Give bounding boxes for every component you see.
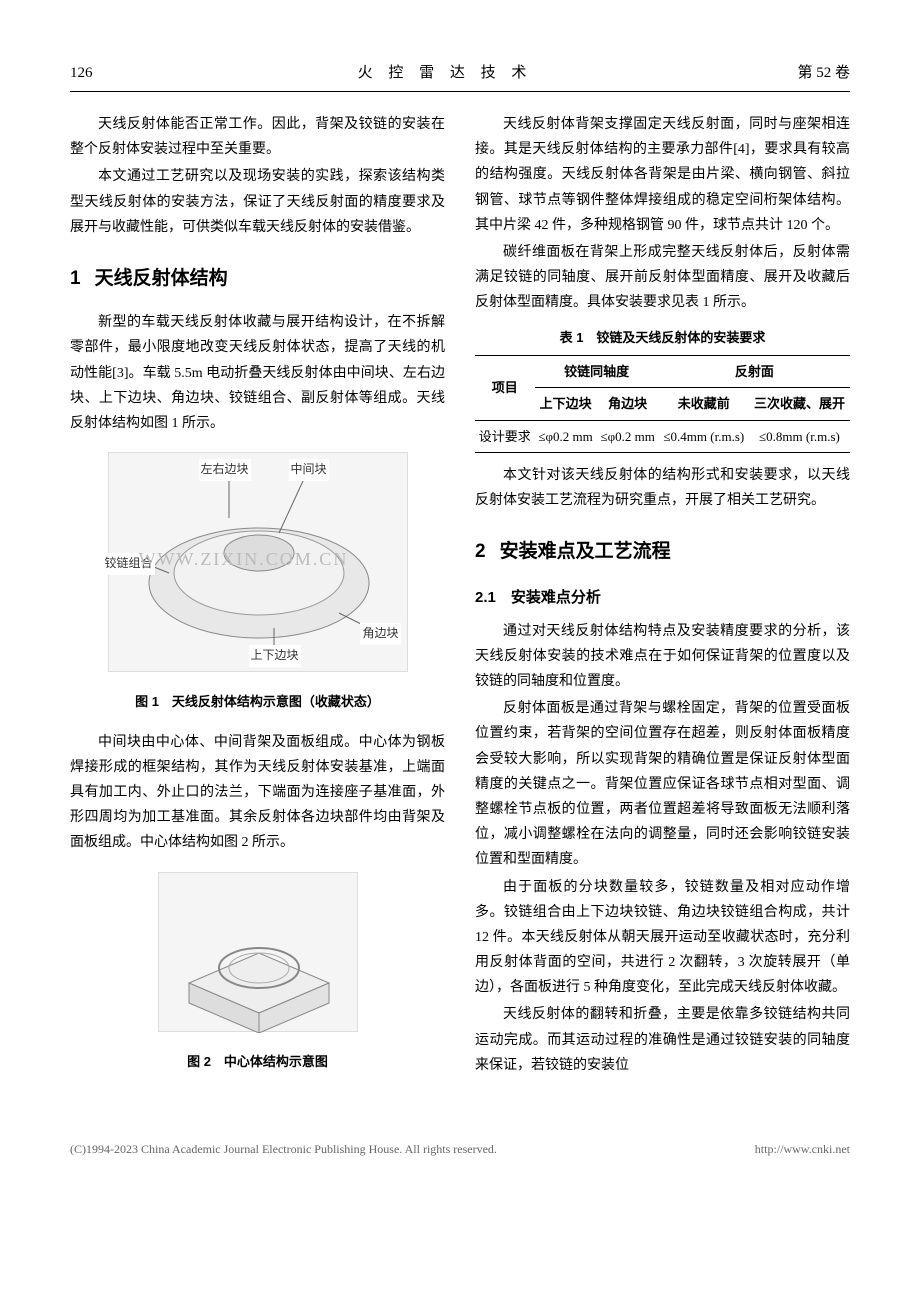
figure-2-caption: 图 2 中心体结构示意图: [70, 1050, 445, 1073]
section-2-1-heading: 2.1 安装难点分析: [475, 584, 850, 611]
section-2-heading: 2 安装难点及工艺流程: [475, 535, 850, 569]
right-paragraph-1: 天线反射体背架支撑固定天线反射面，同时与座架相连接。其是天线反射体结构的主要承力…: [475, 112, 850, 238]
intro-paragraph-2: 本文通过工艺研究以及现场安装的实践，探索该结构类型天线反射体的安装方法，保证了天…: [70, 164, 445, 240]
figure-1: 左右边块 中间块 铰链组合 角边块 上下边块 WWW.ZIXIN.COM.CN …: [70, 452, 445, 714]
volume: 第 52 卷: [797, 60, 850, 87]
table-col-3: 未收藏前: [659, 388, 749, 420]
fig1-label-corner: 角边块: [360, 623, 400, 645]
section-1-title: 天线反射体结构: [95, 268, 228, 289]
table-head-group1: 铰链同轴度: [535, 355, 659, 387]
right-paragraph-2: 碳纤维面板在背架上形成完整天线反射体后，反射体需满足铰链的同轴度、展开前反射体型…: [475, 240, 850, 316]
figure-1-image: 左右边块 中间块 铰链组合 角边块 上下边块 WWW.ZIXIN.COM.CN: [108, 452, 408, 672]
table-1-caption: 表 1 铰链及天线反射体的安装要求: [475, 326, 850, 349]
figure-1-caption: 图 1 天线反射体结构示意图（收藏状态）: [70, 690, 445, 713]
fig1-label-lr: 左右边块: [199, 459, 251, 481]
figure-2: 图 2 中心体结构示意图: [70, 872, 445, 1074]
page-footer: (C)1994-2023 China Academic Journal Elec…: [70, 1139, 850, 1161]
section-1-paragraph-2: 中间块由中心体、中间背架及面板组成。中心体为钢板焊接形成的框架结构，其作为天线反…: [70, 730, 445, 856]
table-row-label: 设计要求: [475, 420, 535, 452]
right-paragraph-5: 反射体面板是通过背架与螺栓固定，背架的位置受面板位置约束，若背架的空间位置存在超…: [475, 696, 850, 872]
intro-paragraph-1: 天线反射体能否正常工作。因此，背架及铰链的安装在整个反射体安装过程中至关重要。: [70, 112, 445, 162]
table-row: 项目 铰链同轴度 反射面: [475, 355, 850, 387]
copyright-text: (C)1994-2023 China Academic Journal Elec…: [70, 1139, 497, 1161]
section-2-title: 安装难点及工艺流程: [500, 541, 671, 562]
table-1: 项目 铰链同轴度 反射面 上下边块 角边块 未收藏前 三次收藏、展开 设计要求 …: [475, 355, 850, 453]
left-column: 天线反射体能否正常工作。因此，背架及铰链的安装在整个反射体安装过程中至关重要。 …: [70, 112, 445, 1089]
table-row: 设计要求 ≤φ0.2 mm ≤φ0.2 mm ≤0.4mm (r.m.s) ≤0…: [475, 420, 850, 452]
section-number: 1: [70, 268, 81, 289]
page-number: 126: [70, 60, 93, 87]
table-cell: ≤φ0.2 mm: [535, 420, 597, 452]
section-number: 2: [475, 541, 486, 562]
table-col-2: 角边块: [597, 388, 659, 420]
page-header: 126 火 控 雷 达 技 术 第 52 卷: [70, 60, 850, 92]
right-paragraph-4: 通过对天线反射体结构特点及安装精度要求的分析，该天线反射体安装的技术难点在于如何…: [475, 619, 850, 695]
table-cell: ≤φ0.2 mm: [597, 420, 659, 452]
section-1-paragraph-1: 新型的车载天线反射体收藏与展开结构设计，在不拆解零部件，最小限度地改变天线反射体…: [70, 310, 445, 436]
figure-2-image: [158, 872, 358, 1032]
footer-url: http://www.cnki.net: [755, 1139, 850, 1161]
right-paragraph-7: 天线反射体的翻转和折叠，主要是依靠多铰链结构共同运动完成。而其运动过程的准确性是…: [475, 1002, 850, 1078]
table-col-4: 三次收藏、展开: [749, 388, 850, 420]
table-head-item: 项目: [475, 355, 535, 420]
right-paragraph-3: 本文针对该天线反射体的结构形式和安装要求，以天线反射体安装工艺流程为研究重点，开…: [475, 463, 850, 513]
table-head-group2: 反射面: [659, 355, 850, 387]
journal-title: 火 控 雷 达 技 术: [358, 60, 533, 87]
fig1-label-hinge: 铰链组合: [103, 553, 155, 575]
right-paragraph-6: 由于面板的分块数量较多，铰链数量及相对应动作增多。铰链组合由上下边块铰链、角边块…: [475, 875, 850, 1001]
content-area: 天线反射体能否正常工作。因此，背架及铰链的安装在整个反射体安装过程中至关重要。 …: [70, 112, 850, 1089]
table-col-1: 上下边块: [535, 388, 597, 420]
fig1-label-ud: 上下边块: [249, 645, 301, 667]
section-1-heading: 1 天线反射体结构: [70, 262, 445, 296]
fig1-label-mid: 中间块: [289, 459, 329, 481]
right-column: 天线反射体背架支撑固定天线反射面，同时与座架相连接。其是天线反射体结构的主要承力…: [475, 112, 850, 1089]
fig2-svg: [159, 873, 359, 1033]
table-cell: ≤0.4mm (r.m.s): [659, 420, 749, 452]
table-cell: ≤0.8mm (r.m.s): [749, 420, 850, 452]
